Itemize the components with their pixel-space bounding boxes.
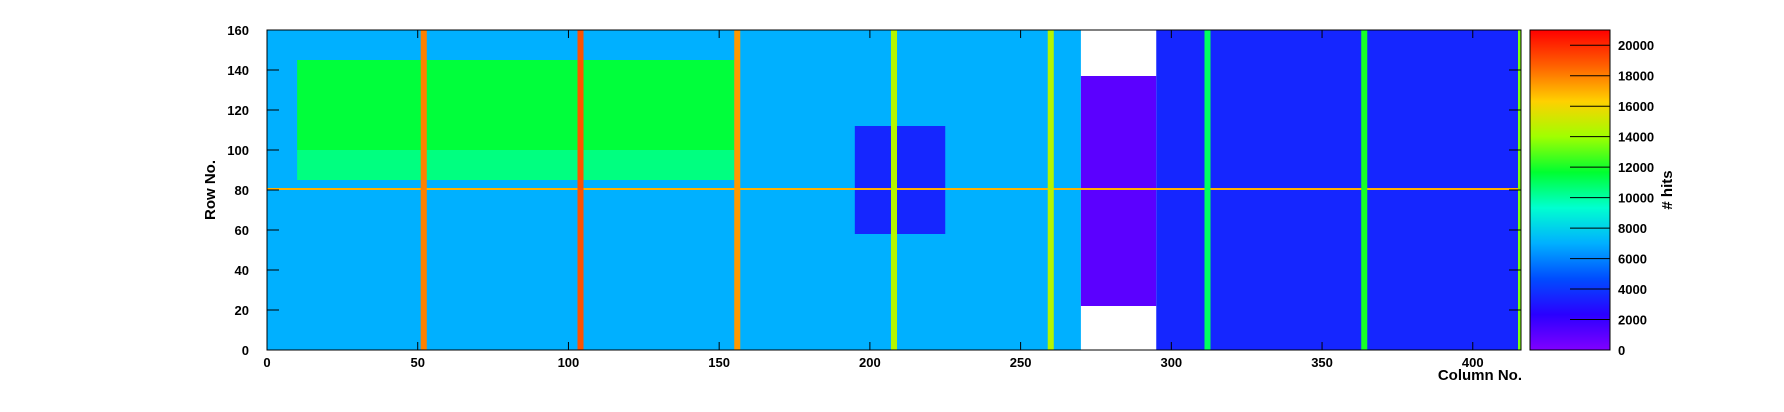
palette-tick-label: 4000 [1618,282,1647,297]
hot-column [420,30,427,350]
y-tick-label: 160 [227,23,249,38]
palette-tick-label: 18000 [1618,69,1654,84]
palette-tick-label: 0 [1618,343,1625,358]
palette-tick-label: 16000 [1618,99,1654,114]
hot-column [890,30,898,350]
x-axis: 0 50 100 150 200 250 300 350 400 [263,30,1484,370]
palette-bar [1530,30,1610,350]
palette-tick-label: 20000 [1618,38,1654,53]
x-tick-label: 50 [410,355,424,370]
hot-column [1047,30,1054,350]
palette-tick-label: 6000 [1618,252,1647,267]
x-tick-label: 350 [1311,355,1333,370]
heatmap-region [297,150,735,180]
x-tick-label: 0 [263,355,270,370]
x-tick-label: 100 [558,355,580,370]
x-tick-label: 200 [859,355,881,370]
hot-column [1204,30,1211,350]
palette-tick-label: 14000 [1618,130,1654,145]
heatmap-region [297,60,735,150]
y-tick-label: 120 [227,103,249,118]
y-tick-label: 0 [242,343,249,358]
heatmap-cells [267,30,1521,350]
palette-tick-label: 12000 [1618,160,1654,175]
hot-column [577,30,584,350]
palette-tick-label: 8000 [1618,221,1647,236]
heatmap-region [1080,76,1157,306]
palette-tick-label: 2000 [1618,313,1647,328]
y-axis: 0 20 40 60 80 100 120 140 160 [227,23,1521,358]
y-tick-label: 20 [235,303,249,318]
y-tick-label: 40 [235,263,249,278]
y-tick-label: 80 [235,183,249,198]
x-tick-label: 400 [1462,355,1484,370]
palette-title: # hits [1659,170,1676,209]
y-tick-label: 100 [227,143,249,158]
y-tick-label: 140 [227,63,249,78]
x-tick-label: 300 [1160,355,1182,370]
palette-ticks: 0 2000 4000 6000 8000 10000 12000 14000 16000 180… [1570,38,1654,358]
palette-tick-label: 10000 [1618,191,1654,206]
heatmap-region [854,126,946,234]
x-tick-label: 150 [708,355,730,370]
x-tick-label: 250 [1010,355,1032,370]
hot-column [1361,30,1368,350]
plot-area [266,29,1522,351]
color-palette-axis: 0 2000 4000 6000 8000 10000 12000 14000 16000 180… [1529,29,1676,358]
y-axis-title: Row No. [202,160,219,220]
x-axis-title: Column No. [1438,367,1522,384]
hot-column [734,30,741,350]
y-tick-label: 60 [235,223,249,238]
